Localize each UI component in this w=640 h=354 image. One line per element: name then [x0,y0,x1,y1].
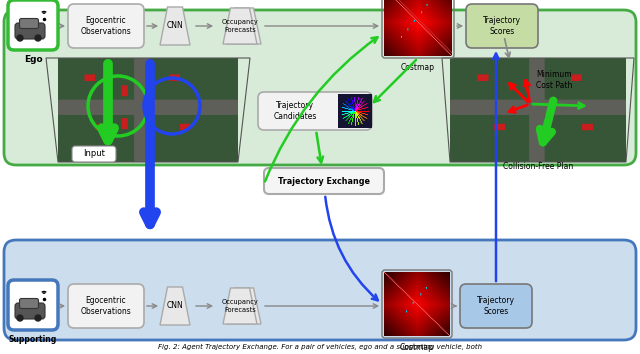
Text: Egocentric
Observations: Egocentric Observations [81,16,131,36]
FancyBboxPatch shape [258,92,372,130]
FancyBboxPatch shape [4,10,636,165]
Circle shape [17,315,23,321]
FancyBboxPatch shape [68,284,144,328]
Text: Occupancy
Forecasts: Occupancy Forecasts [221,19,259,33]
FancyBboxPatch shape [72,146,116,162]
FancyBboxPatch shape [15,23,45,39]
Polygon shape [223,288,257,324]
FancyBboxPatch shape [19,18,38,29]
FancyBboxPatch shape [15,303,45,319]
Text: Trajectory
Candidates: Trajectory Candidates [273,101,317,121]
Circle shape [35,35,41,41]
FancyBboxPatch shape [8,280,58,330]
FancyBboxPatch shape [8,0,58,50]
FancyBboxPatch shape [264,168,384,194]
Text: Supporting: Supporting [9,335,57,344]
FancyBboxPatch shape [466,4,538,48]
Polygon shape [227,8,261,44]
Text: Costmap: Costmap [400,343,434,352]
Polygon shape [227,288,261,324]
Text: Occupancy
Forecasts: Occupancy Forecasts [221,299,259,313]
Text: CNN: CNN [166,22,184,30]
Text: Trajectory
Scores: Trajectory Scores [483,16,521,36]
FancyBboxPatch shape [506,62,602,98]
Text: Trajectory
Scores: Trajectory Scores [477,296,515,316]
Polygon shape [160,287,190,325]
Text: CNN: CNN [166,302,184,310]
Text: Input: Input [83,149,105,159]
FancyBboxPatch shape [68,4,144,48]
Polygon shape [160,7,190,45]
Text: Minimum
Cost Path: Minimum Cost Path [536,70,572,90]
Text: Egocentric
Observations: Egocentric Observations [81,296,131,316]
Circle shape [17,35,23,41]
Text: Trajectory Exchange: Trajectory Exchange [278,177,370,185]
FancyBboxPatch shape [19,298,38,308]
Text: Costmap: Costmap [401,63,435,72]
Text: Ego: Ego [24,55,42,64]
Text: Collision-Free Plan: Collision-Free Plan [503,162,573,171]
FancyBboxPatch shape [460,284,532,328]
Circle shape [35,315,41,321]
FancyBboxPatch shape [4,240,636,340]
Text: Fig. 2: Agent Trajectory Exchange. For a pair of vehicles, ego and a supporting : Fig. 2: Agent Trajectory Exchange. For a… [158,344,482,350]
Polygon shape [223,8,257,44]
